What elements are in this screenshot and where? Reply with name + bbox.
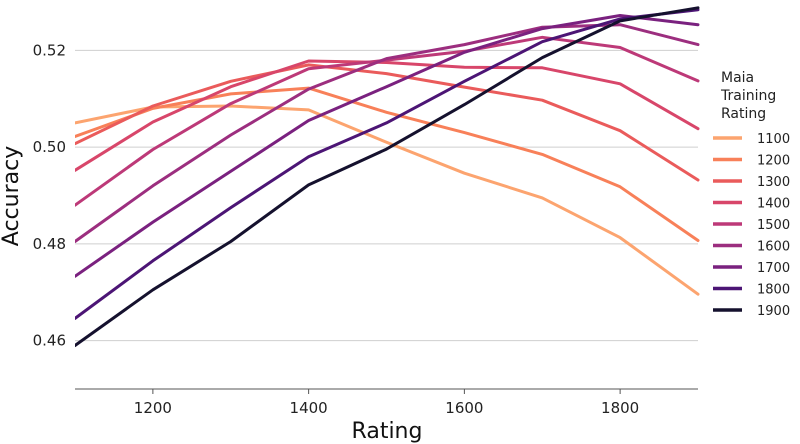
legend-title: Maia xyxy=(721,70,754,86)
y-tick-label: 0.48 xyxy=(33,235,66,253)
legend-label-1800: 1800 xyxy=(757,283,790,298)
y-tick-label: 0.50 xyxy=(33,138,66,156)
legend-label-1400: 1400 xyxy=(757,197,790,212)
legend: Maia Training Rating 1100 1200 1300 1400 1500 16… xyxy=(713,70,790,319)
series-line-1400 xyxy=(75,59,700,172)
series-line-1200 xyxy=(75,86,700,242)
legend-title: Training xyxy=(720,88,776,104)
series-lines xyxy=(75,6,700,347)
series-line-1700 xyxy=(75,14,700,278)
legend-label-1700: 1700 xyxy=(757,261,790,276)
x-tick-label: 1400 xyxy=(290,399,328,417)
x-axis-title: Rating xyxy=(352,419,423,444)
grid-lines xyxy=(75,49,698,342)
y-tick-label: 0.52 xyxy=(33,41,66,59)
series-line-1800 xyxy=(75,8,700,320)
legend-title: Rating xyxy=(721,106,766,122)
x-tick-label: 1600 xyxy=(445,399,483,417)
x-tick-label: 1800 xyxy=(601,399,639,417)
legend-label-1900: 1900 xyxy=(757,304,790,319)
series-line-1900 xyxy=(75,6,700,347)
legend-label-1300: 1300 xyxy=(757,175,790,190)
series-line-1600 xyxy=(75,23,700,243)
series-line-1300 xyxy=(75,63,700,182)
y-tick-label: 0.46 xyxy=(33,332,66,350)
legend-label-1200: 1200 xyxy=(757,154,790,169)
legend-label-1100: 1100 xyxy=(757,132,790,147)
y-axis-title: Accuracy xyxy=(0,146,24,246)
legend-label-1500: 1500 xyxy=(757,218,790,233)
axes: 0.46 0.48 0.50 0.52 1200 1400 1600 1800 xyxy=(33,41,698,417)
x-tick-label: 1200 xyxy=(134,399,172,417)
series-line-1100 xyxy=(75,104,700,296)
legend-label-1600: 1600 xyxy=(757,240,790,255)
